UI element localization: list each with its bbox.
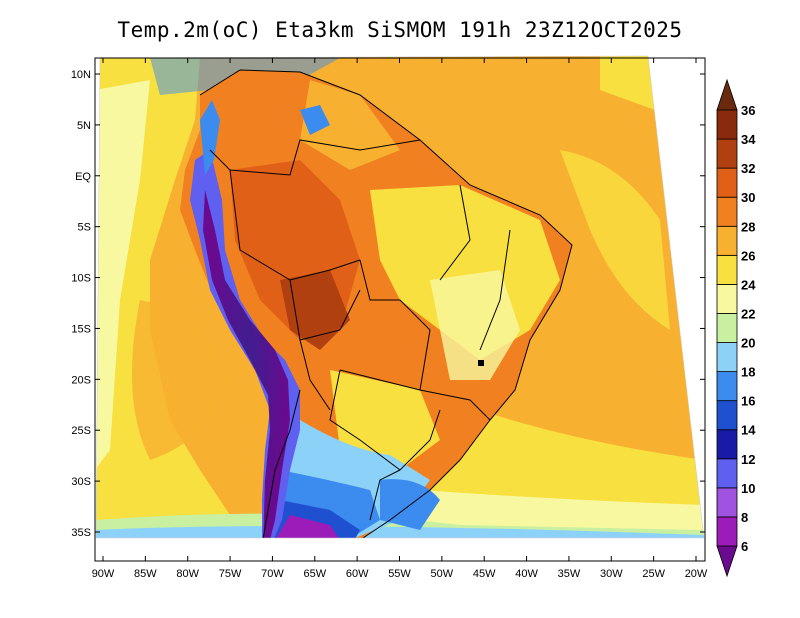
- lon-tick-label: 25W: [642, 568, 665, 580]
- colorbar-segment: [716, 458, 738, 489]
- colorbar-label: 24: [741, 277, 756, 292]
- lat-tick-label: 30S: [71, 476, 91, 488]
- colorbar-segment: [716, 429, 738, 460]
- lat-tick-label: 15S: [71, 323, 91, 335]
- atlantic-north-mild: [600, 56, 655, 110]
- lon-tick-label: 50W: [431, 568, 454, 580]
- colorbar-segment: [716, 254, 738, 285]
- lon-tick-label: 55W: [388, 568, 411, 580]
- colorbar-segment: [716, 196, 738, 227]
- temperature-field: [96, 56, 704, 538]
- colorbar-low-arrow: [716, 545, 738, 578]
- pacific-cooler-region: [96, 80, 150, 470]
- colorbar-segment: [716, 138, 738, 169]
- colorbar-label: 12: [741, 452, 755, 467]
- andes-high-peaks: [203, 190, 290, 538]
- map-title: Temp.2m(oC) Eta3km SiSMOM 191h 23Z12OCT2…: [117, 18, 683, 42]
- lon-tick-label: 60W: [346, 568, 369, 580]
- tepuis-cold-spot: [300, 105, 330, 135]
- colorbar-label: 20: [741, 336, 755, 351]
- colorbar-segment: [716, 313, 738, 343]
- lon-tick-label: 80W: [176, 568, 199, 580]
- pacific-warm-tongue: [132, 300, 230, 460]
- lake-marker: [478, 360, 484, 366]
- southern-cold-band: [96, 526, 704, 538]
- lat-tick-label: 20S: [71, 374, 91, 386]
- parana-mild: [330, 370, 440, 470]
- lat-tick-label: 35S: [71, 527, 91, 539]
- northern-andes: [200, 100, 220, 175]
- lon-tick-label: 35W: [558, 568, 581, 580]
- colorbar-label: 16: [741, 394, 755, 409]
- lon-tick-label: 45W: [473, 568, 496, 580]
- colorbar-label: 26: [741, 248, 755, 263]
- lon-tick-label: 40W: [515, 568, 538, 580]
- lon-tick-label: 85W: [134, 568, 157, 580]
- colorbar-label: 6: [741, 539, 748, 554]
- lon-tick-label: 75W: [219, 568, 242, 580]
- atlantic-tropical-mild: [560, 150, 670, 330]
- colorbar-label: 36: [741, 103, 755, 118]
- colorbar-segment: [716, 371, 738, 402]
- lon-tick-label: 20W: [685, 568, 708, 580]
- brazil-east-cool: [430, 270, 520, 380]
- domain-outline: [95, 55, 705, 539]
- colorbar-label: 34: [741, 132, 756, 147]
- lon-tick-label: 65W: [303, 568, 326, 580]
- colorbar-segment: [716, 167, 738, 198]
- colorbar-label: 14: [741, 423, 756, 438]
- colorbar-label: 32: [741, 161, 755, 176]
- lon-tick-label: 70W: [261, 568, 284, 580]
- patagonia-coldest: [270, 515, 345, 538]
- lon-tick-label: 90W: [92, 568, 115, 580]
- latitude-axis: 10N 5N EQ 5S 10S 15S 20S 25S 30S 35S: [71, 69, 705, 539]
- longitude-axis: 90W 85W 80W 75W 70W 65W 60W 55W 50W 45W 40W 35W 30W 2…: [92, 58, 708, 580]
- lat-tick-label: 5S: [78, 222, 91, 234]
- colorbar-segment: [716, 487, 738, 518]
- colorbar-label: 8: [741, 510, 748, 525]
- colorbar-label: 28: [741, 219, 755, 234]
- lon-tick-label: 30W: [600, 568, 623, 580]
- colorbar-segment: [716, 400, 738, 431]
- colorbar-label: 18: [741, 365, 755, 380]
- colorbar-segment: [716, 225, 738, 256]
- central-hotspot: [280, 270, 350, 350]
- colorbar-label: 10: [741, 481, 755, 496]
- colorbar-segment: [716, 516, 738, 547]
- colorbar-high-arrow: [716, 78, 738, 111]
- colorbar-segment: [716, 109, 738, 140]
- lat-tick-label: 5N: [77, 120, 91, 132]
- lat-tick-label: 25S: [71, 425, 91, 437]
- lat-tick-label: 10N: [71, 69, 91, 81]
- country-borders: [199, 69, 573, 538]
- lat-tick-label: EQ: [75, 171, 91, 183]
- colorbar-segment: [716, 342, 738, 372]
- colorbar: 6 8 10 12 14 16 18 20 22 24 26 28 30 32 34 36: [716, 78, 756, 578]
- colorbar-label: 30: [741, 190, 755, 205]
- colorbar-label: 22: [741, 306, 755, 321]
- lat-tick-label: 10S: [71, 273, 91, 285]
- colorbar-segment: [716, 283, 738, 314]
